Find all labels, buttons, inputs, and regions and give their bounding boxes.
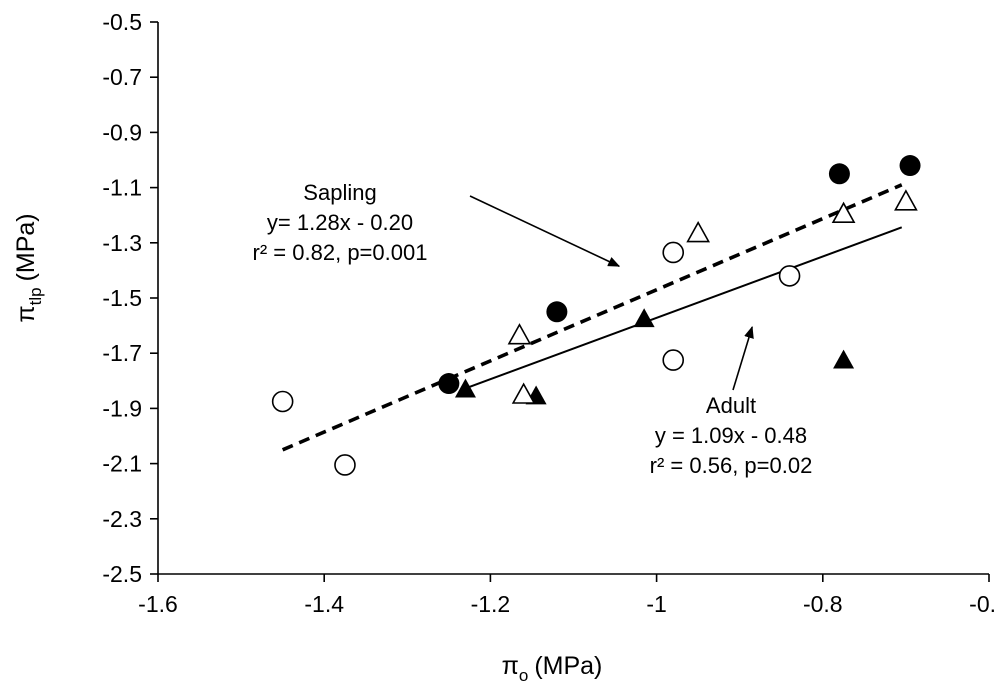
sapling-annotation: Sapling y= 1.28x - 0.20 r² = 0.82, p=0.001	[253, 180, 621, 267]
y-axis-title: πtlp(MPa)	[12, 213, 45, 322]
y-tick-label: -0.7	[102, 64, 142, 90]
x-axis-title: πo (MPa)	[502, 652, 603, 685]
y-axis-ticks: -0.5 -0.7 -0.9 -1.1 -1.3 -1.5 -1.7 -1.9 -2.1 -2.3…	[102, 9, 158, 587]
data-point-filled-circle	[828, 163, 850, 185]
data-point-filled-triangle	[833, 349, 855, 369]
annotation-line: Sapling	[303, 180, 376, 205]
y-tick-label: -1.3	[102, 230, 142, 256]
y-tick-label: -2.5	[102, 561, 142, 587]
annotation-line: r² = 0.82, p=0.001	[253, 240, 428, 265]
x-axis-ticks: -1.6 -1.4 -1.2 -1 -0.8 -0.6	[138, 574, 995, 617]
x-tick-label: -1	[646, 591, 666, 617]
data-point-open-triangle	[686, 220, 711, 243]
data-point-filled-circle	[438, 373, 460, 395]
x-tick-label: -1.6	[138, 591, 178, 617]
data-point-open-circle	[662, 241, 685, 264]
y-tick-label: -0.9	[102, 119, 142, 145]
y-tick-label: -0.5	[102, 9, 142, 35]
data-point-open-triangle	[511, 382, 536, 404]
y-tick-label: -2.1	[102, 451, 142, 477]
annotation-line: y = 1.09x - 0.48	[655, 423, 807, 448]
data-point-filled-triangle	[633, 308, 655, 328]
data-point-filled-circle	[546, 301, 568, 323]
data-point-open-circle	[662, 349, 685, 371]
data-point-filled-triangle	[454, 378, 476, 398]
x-tick-label: -0.8	[803, 591, 843, 617]
data-point-open-triangle	[894, 189, 918, 211]
trendlines	[281, 183, 903, 452]
y-tick-label: -1.1	[102, 175, 142, 201]
data-point-open-triangle	[507, 323, 532, 345]
annotation-line: Adult	[706, 393, 756, 418]
adult-trendline	[460, 226, 903, 391]
y-tick-label: -2.3	[102, 506, 142, 532]
data-point-open-circle	[778, 265, 801, 287]
annotation-arrow	[732, 326, 754, 391]
annotations: Sapling y= 1.28x - 0.20 r² = 0.82, p=0.001…	[253, 180, 813, 478]
data-points	[271, 155, 921, 476]
y-tick-label: -1.9	[102, 395, 142, 421]
annotation-line: y= 1.28x - 0.20	[267, 210, 413, 235]
y-tick-label: -1.5	[102, 285, 142, 311]
adult-annotation: Adult y = 1.09x - 0.48 r² = 0.56, p=0.02	[650, 326, 813, 478]
y-tick-label: -1.7	[102, 340, 142, 366]
data-point-open-circle	[271, 390, 294, 413]
data-point-open-triangle	[831, 201, 856, 224]
x-tick-label: -1.4	[304, 591, 344, 617]
data-point-filled-circle	[899, 155, 921, 177]
x-tick-label: -1.2	[471, 591, 511, 617]
data-point-open-circle	[334, 454, 356, 476]
annotation-line: r² = 0.56, p=0.02	[650, 453, 813, 478]
x-tick-label: -0.6	[969, 591, 995, 617]
sapling-trendline	[281, 183, 903, 452]
annotation-arrow	[469, 195, 621, 267]
